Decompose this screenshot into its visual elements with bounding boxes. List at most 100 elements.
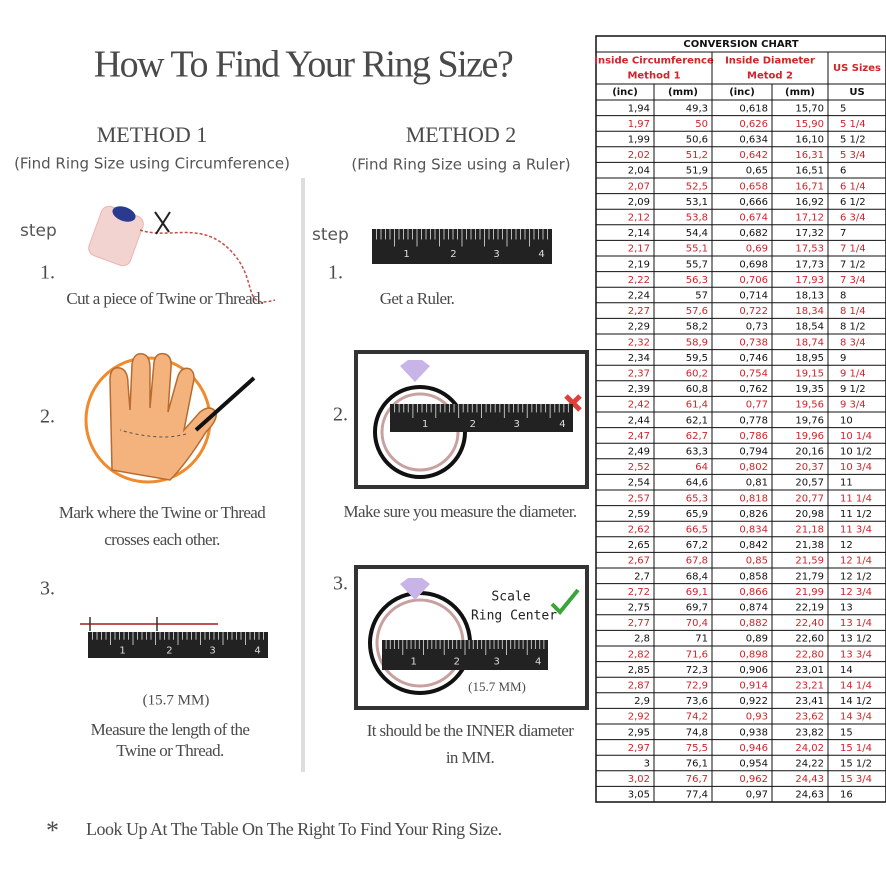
table-group-header: US Sizes: [833, 63, 881, 74]
table-cell: 2,77: [628, 618, 650, 629]
table-cell: 0,914: [739, 681, 768, 692]
method-subheading: (Find Ring Size using Circumference): [14, 155, 290, 173]
table-cell: 5 1/4: [840, 119, 866, 130]
table-unit: (inc): [729, 87, 755, 98]
table-cell: 24,22: [795, 759, 824, 770]
table-cell: 52,5: [686, 181, 708, 192]
table-cell: 11: [840, 478, 853, 489]
step-text: Mark where the Twine or Thread: [59, 503, 266, 522]
table-cell: 2,59: [628, 509, 650, 520]
table-cell: 0,674: [739, 213, 768, 224]
table-cell: 57: [695, 291, 708, 302]
table-cell: 0,738: [739, 337, 768, 348]
table-cell: 69,1: [686, 587, 708, 598]
table-cell: 3: [644, 759, 650, 770]
table-cell: 0,81: [746, 478, 768, 489]
table-cell: 2,67: [628, 556, 650, 567]
table-cell: 0,85: [746, 556, 768, 567]
table-cell: 51,9: [686, 166, 708, 177]
ruler: 1 2 3 4: [88, 632, 268, 658]
table-cell: 50: [695, 119, 708, 130]
table-cell: 13 1/2: [840, 634, 872, 645]
table-cell: 0,954: [739, 759, 768, 770]
table-cell: 13 1/4: [840, 618, 872, 629]
table-cell: 73,6: [686, 696, 708, 707]
table-cell: 14 1/2: [840, 696, 872, 707]
table-group-header: Metod 2: [747, 71, 793, 82]
table-cell: 2,57: [628, 493, 650, 504]
table-cell: 16,71: [795, 181, 824, 192]
table-cell: 11 1/4: [840, 493, 872, 504]
step-text: Twine or Thread.: [116, 741, 224, 760]
table-cell: 64,6: [686, 478, 708, 489]
table-group-header: Inside Circumference: [594, 56, 714, 67]
table-cell: 0,666: [739, 197, 768, 208]
table-cell: 2,82: [628, 649, 650, 660]
step-text: Measure the length of the: [91, 720, 250, 739]
method-subheading: (Find Ring Size using a Ruler): [351, 156, 570, 174]
table-cell: 2,7: [634, 571, 650, 582]
table-cell: 2,87: [628, 681, 650, 692]
table-cell: 17,12: [795, 213, 824, 224]
table-cell: 2,39: [628, 384, 650, 395]
table-cell: 0,938: [739, 727, 768, 738]
table-cell: 0,93: [746, 712, 768, 723]
table-cell: 3,02: [628, 774, 650, 785]
table-cell: 15: [840, 727, 853, 738]
table-cell: 2,24: [628, 291, 650, 302]
table-cell: 15 1/4: [840, 743, 872, 754]
table-cell: 21,59: [795, 556, 824, 567]
table-cell: 62,7: [686, 431, 708, 442]
table-cell: 53,1: [686, 197, 708, 208]
step-label: step: [20, 221, 57, 241]
table-cell: 8 1/2: [840, 322, 866, 333]
table-cell: 9 1/4: [840, 369, 866, 380]
table-cell: 0,65: [746, 166, 768, 177]
table-cell: 2,49: [628, 447, 650, 458]
table-unit: (mm): [785, 87, 815, 98]
table-cell: 0,858: [739, 571, 768, 582]
hand-illustration: [84, 352, 256, 484]
table-cell: 19,56: [795, 400, 824, 411]
table-cell: 23,41: [795, 696, 824, 707]
ruler-label: 2: [450, 249, 456, 260]
table-cell: 15 3/4: [840, 774, 872, 785]
table-cell: 24,02: [795, 743, 824, 754]
table-cell: 17,73: [795, 259, 824, 270]
table-cell: 66,5: [686, 525, 708, 536]
table-cell: 72,3: [686, 665, 708, 676]
step-number: 3.: [333, 573, 348, 595]
table-cell: 1,99: [628, 135, 650, 146]
table-cell: 15,70: [795, 103, 824, 114]
table-cell: 17,53: [795, 244, 824, 255]
table-cell: 6: [840, 166, 846, 177]
table-cell: 67,2: [686, 540, 708, 551]
table-group-header: Inside Diameter: [725, 56, 815, 67]
table-cell: 74,8: [686, 727, 708, 738]
ruler-label: 4: [538, 249, 544, 260]
step-text: Get a Ruler.: [380, 289, 455, 308]
footer-marker: *: [46, 816, 59, 845]
table-cell: 21,79: [795, 571, 824, 582]
table-cell: 2,27: [628, 306, 650, 317]
table-cell: 2,92: [628, 712, 650, 723]
table-cell: 0,89: [746, 634, 768, 645]
table-cell: 8: [840, 291, 846, 302]
table-cell: 13: [840, 603, 853, 614]
ring-box: [354, 565, 589, 710]
table-cell: 2,14: [628, 228, 650, 239]
table-cell: 14 3/4: [840, 712, 872, 723]
table-cell: 59,5: [686, 353, 708, 364]
table-cell: 2,22: [628, 275, 650, 286]
table-cell: 23,82: [795, 727, 824, 738]
table-cell: 2,54: [628, 478, 650, 489]
table-cell: 8 3/4: [840, 337, 866, 348]
table-cell: 0,626: [739, 119, 768, 130]
table-cell: 49,3: [686, 103, 708, 114]
table-cell: 2,95: [628, 727, 650, 738]
table-cell: 72,9: [686, 681, 708, 692]
table-frame: [595, 35, 886, 803]
table-cell: 2,47: [628, 431, 650, 442]
table-cell: 19,35: [795, 384, 824, 395]
